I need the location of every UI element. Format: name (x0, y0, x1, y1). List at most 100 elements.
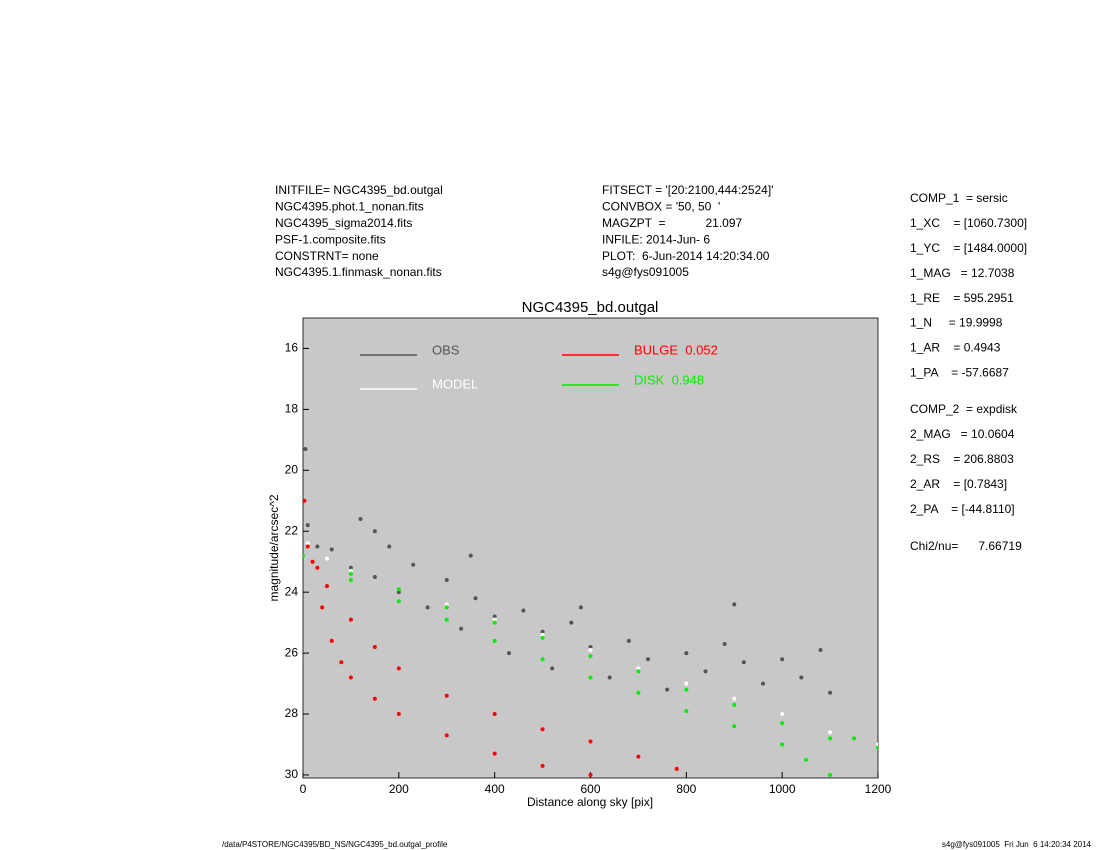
x-tick-label: 400 (485, 782, 505, 796)
info-line: INITFILE= NGC4395_bd.outgal (275, 183, 443, 197)
point (444, 605, 449, 610)
info-line: 1_XC = [1060.7300] (910, 216, 1027, 230)
point (310, 559, 315, 564)
point (492, 638, 497, 643)
y-tick-label: 22 (285, 523, 299, 537)
point (320, 605, 325, 610)
info-line: NGC4395.phot.1_nonan.fits (275, 200, 424, 214)
point (674, 766, 679, 771)
info-line: CONSTRNT= none (275, 249, 379, 263)
point (588, 675, 593, 680)
point (444, 733, 449, 738)
point (507, 651, 512, 656)
legend-label: DISK 0.948 (634, 372, 704, 387)
point (578, 605, 583, 610)
info-line: NGC4395.1.finmask_nonan.fits (275, 265, 442, 279)
point (665, 687, 670, 692)
info-line: INFILE: 2014-Jun- 6 (602, 232, 710, 246)
y-tick-label: 26 (285, 645, 299, 659)
point (828, 730, 833, 735)
points (303, 446, 878, 777)
point (329, 547, 334, 552)
point (804, 757, 809, 762)
point (305, 541, 310, 546)
point (396, 599, 401, 604)
point (387, 544, 392, 549)
point (732, 696, 737, 701)
point (339, 660, 344, 665)
point (588, 648, 593, 653)
point (732, 702, 737, 707)
point (636, 754, 641, 759)
point (818, 648, 823, 653)
point (444, 602, 449, 607)
point (588, 739, 593, 744)
point (396, 587, 401, 592)
point (521, 608, 526, 613)
point (315, 544, 320, 549)
point (396, 590, 401, 595)
y-tick-label: 18 (285, 402, 299, 416)
point (828, 690, 833, 695)
footer-right: s4g@fys091005 Fri Jun 6 14:20:34 2014 (942, 840, 1092, 849)
info-line: PSF-1.composite.fits (275, 232, 386, 246)
point (828, 772, 833, 777)
info-line: 1_RE = 595.2951 (910, 291, 1014, 305)
point (348, 617, 353, 622)
point (372, 574, 377, 579)
point (540, 632, 545, 637)
chart-title: NGC4395_bd.outgal (522, 299, 659, 316)
info-line: 1_PA = -57.6687 (910, 365, 1009, 379)
point (732, 602, 737, 607)
point (550, 666, 555, 671)
point (761, 681, 765, 686)
point (348, 568, 353, 573)
point (588, 645, 593, 650)
point (324, 556, 329, 561)
point (303, 553, 305, 558)
point (828, 736, 833, 741)
point (646, 657, 650, 662)
info-line: 1_YC = [1484.0000] (910, 241, 1027, 255)
legend-label: MODEL (432, 376, 478, 391)
point (396, 666, 401, 671)
point (741, 660, 746, 665)
info-line: 1_N = 19.9998 (910, 316, 1003, 330)
point (540, 657, 545, 662)
point (492, 614, 497, 619)
info-line: NGC4395_sigma2014.fits (275, 216, 412, 230)
info-line: 1_MAG = 12.7038 (910, 266, 1015, 280)
info-line: CONVBOX = '50, 50 ' (602, 200, 720, 214)
point (444, 577, 449, 582)
point (492, 751, 497, 756)
point (468, 553, 473, 558)
point (444, 617, 449, 622)
y-tick-label: 20 (285, 462, 299, 476)
point (492, 712, 497, 717)
point (305, 544, 310, 549)
point (348, 565, 353, 570)
info-line: 2_AR = [0.7843] (910, 477, 1007, 491)
point (540, 727, 545, 732)
point (372, 696, 377, 701)
point (636, 669, 641, 674)
point (540, 763, 545, 768)
point (411, 562, 416, 567)
point (703, 669, 708, 674)
info-line: 2_PA = [-44.8110] (910, 502, 1015, 516)
x-tick-label: 1000 (769, 782, 796, 796)
point (607, 675, 612, 680)
point (636, 690, 641, 695)
info-line: COMP_2 = expdisk (910, 402, 1018, 416)
y-tick-label: 30 (285, 767, 299, 781)
x-tick-label: 600 (580, 782, 600, 796)
point (780, 742, 785, 747)
point (684, 708, 689, 713)
y-axis-label: magnitude/arcsec^2 (267, 494, 281, 601)
y-tick-label: 28 (285, 706, 299, 720)
point (358, 517, 363, 522)
point (569, 620, 574, 625)
x-tick-label: 1200 (865, 782, 892, 796)
point (636, 666, 641, 671)
